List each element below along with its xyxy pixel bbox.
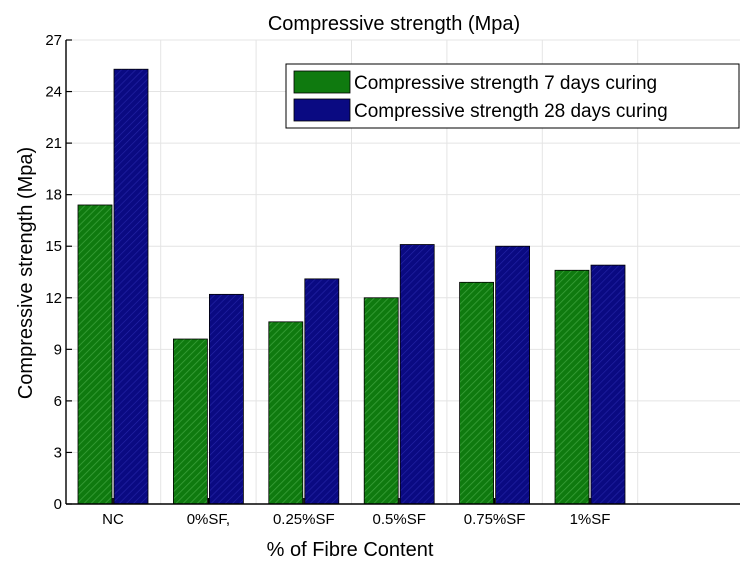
- x-tick-label: NC: [102, 511, 124, 528]
- x-tick-label: 0.75%SF: [464, 511, 526, 528]
- x-tick-label: 0.5%SF: [373, 511, 426, 528]
- y-tick-label: 15: [45, 238, 62, 255]
- y-ticks: 0 3 6 9 12 15 18 21 24 27: [45, 32, 72, 513]
- legend-swatch-1: [293, 98, 351, 122]
- bar-28day-4: [495, 245, 531, 505]
- axes: [65, 40, 740, 505]
- x-tick-label: 0%SF,: [187, 511, 230, 528]
- x-tick-label: 0.25%SF: [273, 511, 335, 528]
- y-tick-label: 24: [45, 84, 62, 101]
- bar-7day-3: [363, 297, 399, 505]
- bar-7day-5: [554, 269, 590, 505]
- bar-28day-1: [208, 293, 244, 505]
- bar-7day-4: [459, 281, 495, 505]
- y-tick-label: 27: [45, 32, 62, 49]
- y-tick-label: 9: [54, 341, 62, 358]
- legend-label-0: Compressive strength 7 days curing: [354, 73, 657, 94]
- y-tick-label: 0: [54, 496, 62, 513]
- bar-28day-3: [399, 244, 435, 505]
- bar-28day-0: [113, 68, 149, 505]
- bar-7day-0: [77, 204, 113, 505]
- y-tick-label: 3: [54, 444, 62, 461]
- legend-label-1: Compressive strength 28 days curing: [354, 101, 668, 122]
- y-tick-label: 21: [45, 135, 62, 152]
- y-tick-label: 12: [45, 290, 62, 307]
- x-ticks: NC 0%SF, 0.25%SF 0.5%SF 0.75%SF 1%SF: [102, 498, 610, 528]
- y-tick-label: 6: [54, 393, 62, 410]
- x-tick-label: 1%SF: [570, 511, 611, 528]
- legend-swatch-0: [293, 70, 351, 94]
- legend: Compressive strength 7 days curing Compre…: [285, 63, 740, 129]
- x-axis-label: % of Fibre Content: [267, 539, 434, 561]
- bar-7day-1: [172, 338, 208, 505]
- y-tick-label: 18: [45, 187, 62, 204]
- bar-28day-5: [590, 264, 626, 505]
- bar-7day-2: [268, 321, 304, 505]
- y-axis-label: Compressive strength (Mpa): [15, 147, 37, 399]
- bar-28day-2: [304, 278, 340, 505]
- chart-title: Compressive strength (Mpa): [268, 13, 520, 35]
- bars: [77, 68, 626, 505]
- legend-box: [285, 63, 740, 129]
